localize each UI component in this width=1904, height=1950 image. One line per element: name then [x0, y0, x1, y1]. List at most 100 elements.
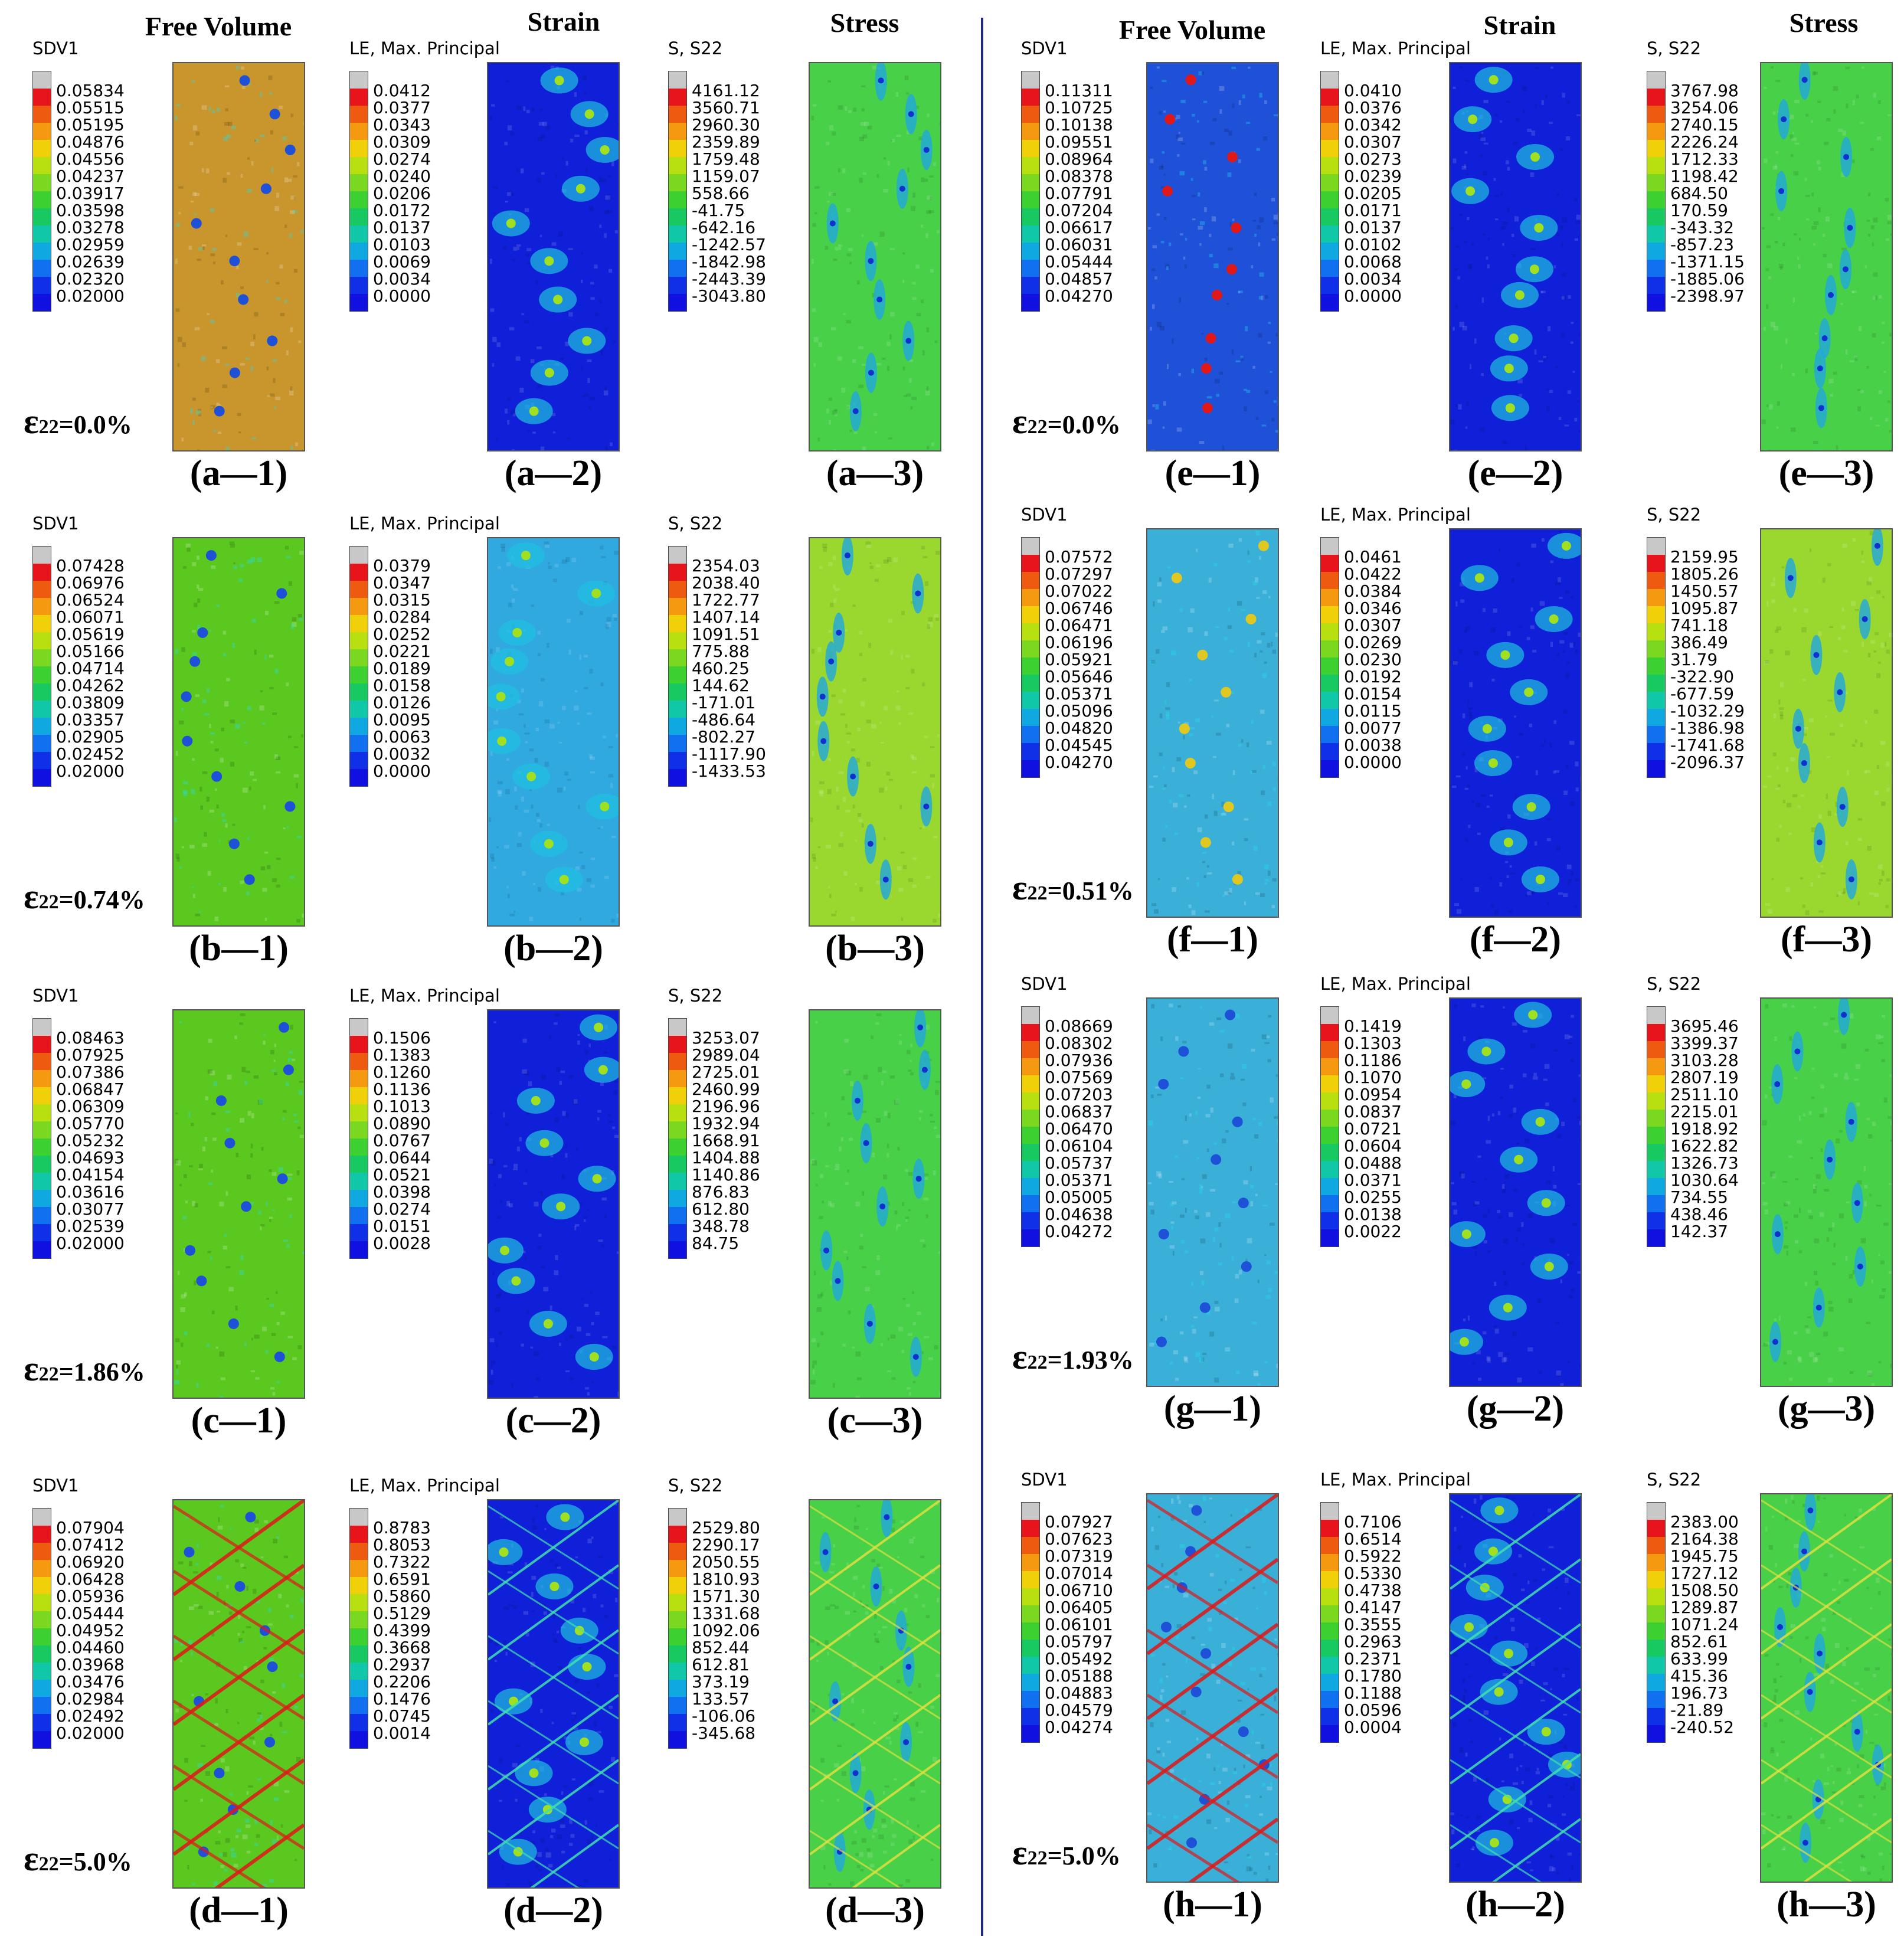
free-volume-field-g-texture	[1235, 1371, 1240, 1374]
free-volume-field-a-texture	[201, 244, 207, 247]
free-volume-field-c-texture	[283, 1239, 289, 1242]
strain-field-c-texture	[499, 1292, 502, 1297]
stress-field-b-texture	[912, 771, 917, 774]
legend-s22-c-swatch	[669, 1241, 686, 1258]
stress-field-b-texture	[928, 617, 933, 622]
strain-field-d-texture	[540, 1709, 543, 1713]
stress-field-b-texture	[833, 598, 837, 603]
strain-field-f-texture	[1499, 882, 1503, 887]
legend-sdv1-b-swatch	[33, 666, 51, 683]
strain-field-f-texture	[1565, 764, 1569, 770]
legend-sdv1-e-value: 0.06031	[1045, 235, 1113, 255]
stress-field-f-texture	[1880, 741, 1886, 745]
free-volume-field-b-texture	[249, 786, 251, 791]
legend-sdv1-h-value: 0.04883	[1045, 1683, 1113, 1703]
legend-sdv1-b-swatch	[33, 547, 51, 564]
legend-le-f-value: 0.0269	[1344, 633, 1402, 653]
strain-field-g-texture	[1487, 1357, 1491, 1363]
free-volume-field-c-texture	[269, 1219, 271, 1222]
legend-le-f-value: 0.0384	[1344, 581, 1402, 601]
stress-field-g-texture	[1844, 1072, 1848, 1077]
strain-field-c-texture	[492, 1271, 495, 1275]
strain-field-e-texture	[1574, 238, 1579, 241]
free-volume-field-g-texture	[1252, 1118, 1256, 1120]
stress-field-b-stress-core	[915, 590, 921, 597]
free-volume-field-f-texture	[1275, 632, 1278, 637]
stress-field-h-texture	[1863, 1867, 1867, 1872]
stress-field-a-texture	[852, 359, 856, 364]
legend-sdv1-h-value: 0.07623	[1045, 1529, 1113, 1549]
strain-field-b-texture	[561, 559, 567, 564]
free-volume-field-b-inclusion	[284, 801, 296, 812]
free-volume-field-e-texture	[1238, 290, 1243, 293]
strain-field-b-texture	[501, 547, 506, 552]
free-volume-field-g-texture	[1262, 1205, 1268, 1207]
stress-field-b-texture	[912, 884, 917, 888]
stress-field-c-texture	[812, 1160, 817, 1166]
strain-field-b-texture	[516, 699, 521, 704]
stress-field-f-texture	[1886, 649, 1890, 654]
free-volume-field-d-texture	[260, 1556, 264, 1559]
stress-field-a-texture	[864, 122, 869, 126]
free-volume-field-f-texture	[1238, 744, 1242, 747]
free-volume-field-f-texture	[1213, 563, 1218, 567]
strain-field-g-texture	[1482, 1331, 1487, 1334]
stress-field-c-texture	[812, 1360, 817, 1365]
free-volume-field-f-texture	[1164, 784, 1167, 787]
free-volume-field-h-shear-band	[1147, 1758, 1278, 1844]
legend-s22-d-value: 852.44	[692, 1638, 750, 1658]
stress-field-g-texture	[1807, 1316, 1811, 1318]
stress-field-d-texture	[883, 1850, 887, 1854]
legend-le-c-value: 0.0398	[373, 1182, 431, 1202]
strain-value-a: =0.0%	[58, 410, 132, 439]
free-volume-field-c-texture	[240, 1118, 245, 1123]
strain-field-d-texture	[595, 1824, 598, 1828]
panel-label-g-1: (g—1)	[1163, 1389, 1262, 1429]
free-volume-field-e-inclusion	[1211, 289, 1222, 300]
strain-field-h-texture	[1559, 1607, 1562, 1609]
strain-field-a-texture	[510, 131, 515, 136]
free-volume-field-a-texture	[240, 363, 245, 366]
free-volume-field-b-texture	[296, 918, 300, 923]
free-volume-field-b-texture	[195, 914, 200, 917]
stress-field-e-texture	[1792, 297, 1795, 303]
stress-field-f-texture	[1762, 786, 1768, 788]
stress-field-h-texture	[1866, 1586, 1869, 1589]
free-volume-field-a-texture	[297, 162, 300, 166]
strain-field-g-strain-hotspot	[1541, 1198, 1551, 1208]
free-volume-field-d-texture	[219, 1853, 223, 1857]
strain-field-c-texture	[498, 1331, 502, 1336]
stress-field-e-texture	[1824, 141, 1829, 145]
stress-field-g-texture	[1833, 1073, 1838, 1078]
strain-field-a-texture	[561, 157, 565, 160]
strain-field-b-strain-hotspot	[526, 771, 536, 781]
legend-le-b-swatch	[350, 718, 368, 735]
stress-field-c-texture	[856, 1377, 862, 1380]
free-volume-field-d-texture	[218, 1830, 221, 1834]
free-volume-field-h-texture	[1180, 1544, 1185, 1548]
stress-field-d-stress-core	[903, 1739, 910, 1745]
free-volume-field-f-background	[1147, 529, 1278, 917]
stress-field-c-texture	[901, 1350, 905, 1353]
strain-field-h-texture	[1548, 1795, 1553, 1798]
stress-field-d-texture	[827, 1651, 829, 1656]
stress-field-e-texture	[1813, 221, 1819, 225]
legend-sdv1-h-value: 0.06710	[1045, 1581, 1113, 1601]
legend-le-c-swatch	[350, 1138, 368, 1156]
legend-s22-a-swatch	[669, 294, 686, 311]
strain-field-c-texture	[608, 1114, 611, 1117]
legend-le-c-swatch	[350, 1087, 368, 1104]
free-volume-field-d-inclusion	[214, 1768, 225, 1779]
free-volume-field-c-texture	[303, 1391, 304, 1397]
stress-field-f-texture	[1785, 767, 1789, 773]
free-volume-field-c-texture	[228, 1287, 234, 1291]
free-volume-field-a-texture	[191, 201, 194, 203]
free-volume-field-b-texture	[264, 917, 267, 921]
legend-s22-d-value: 373.19	[692, 1672, 750, 1692]
free-volume-field-f-texture	[1227, 625, 1232, 630]
free-volume-field-f-texture	[1157, 878, 1160, 881]
legend-s22-b-title: S, S22	[668, 513, 723, 534]
stress-field-e-texture	[1873, 272, 1878, 277]
stress-field-d-texture	[865, 1611, 869, 1615]
free-volume-field-b-texture	[286, 556, 292, 558]
